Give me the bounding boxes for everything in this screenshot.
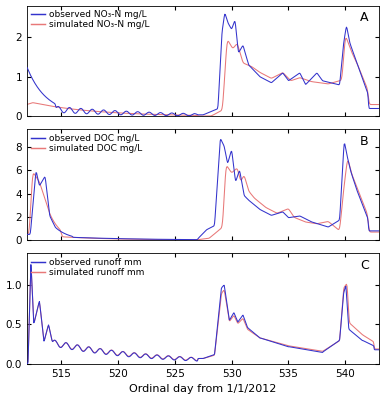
Legend: observed NO₃-N mg/L, simulated NO₃-N mg/L: observed NO₃-N mg/L, simulated NO₃-N mg/…: [30, 8, 151, 31]
X-axis label: Ordinal day from 1/1/2012: Ordinal day from 1/1/2012: [129, 384, 277, 394]
Text: C: C: [360, 259, 369, 272]
Legend: observed runoff mm, simulated runoff mm: observed runoff mm, simulated runoff mm: [30, 256, 146, 279]
Legend: observed DOC mg/L, simulated DOC mg/L: observed DOC mg/L, simulated DOC mg/L: [30, 132, 144, 155]
Text: B: B: [360, 135, 369, 148]
Text: A: A: [360, 11, 369, 24]
